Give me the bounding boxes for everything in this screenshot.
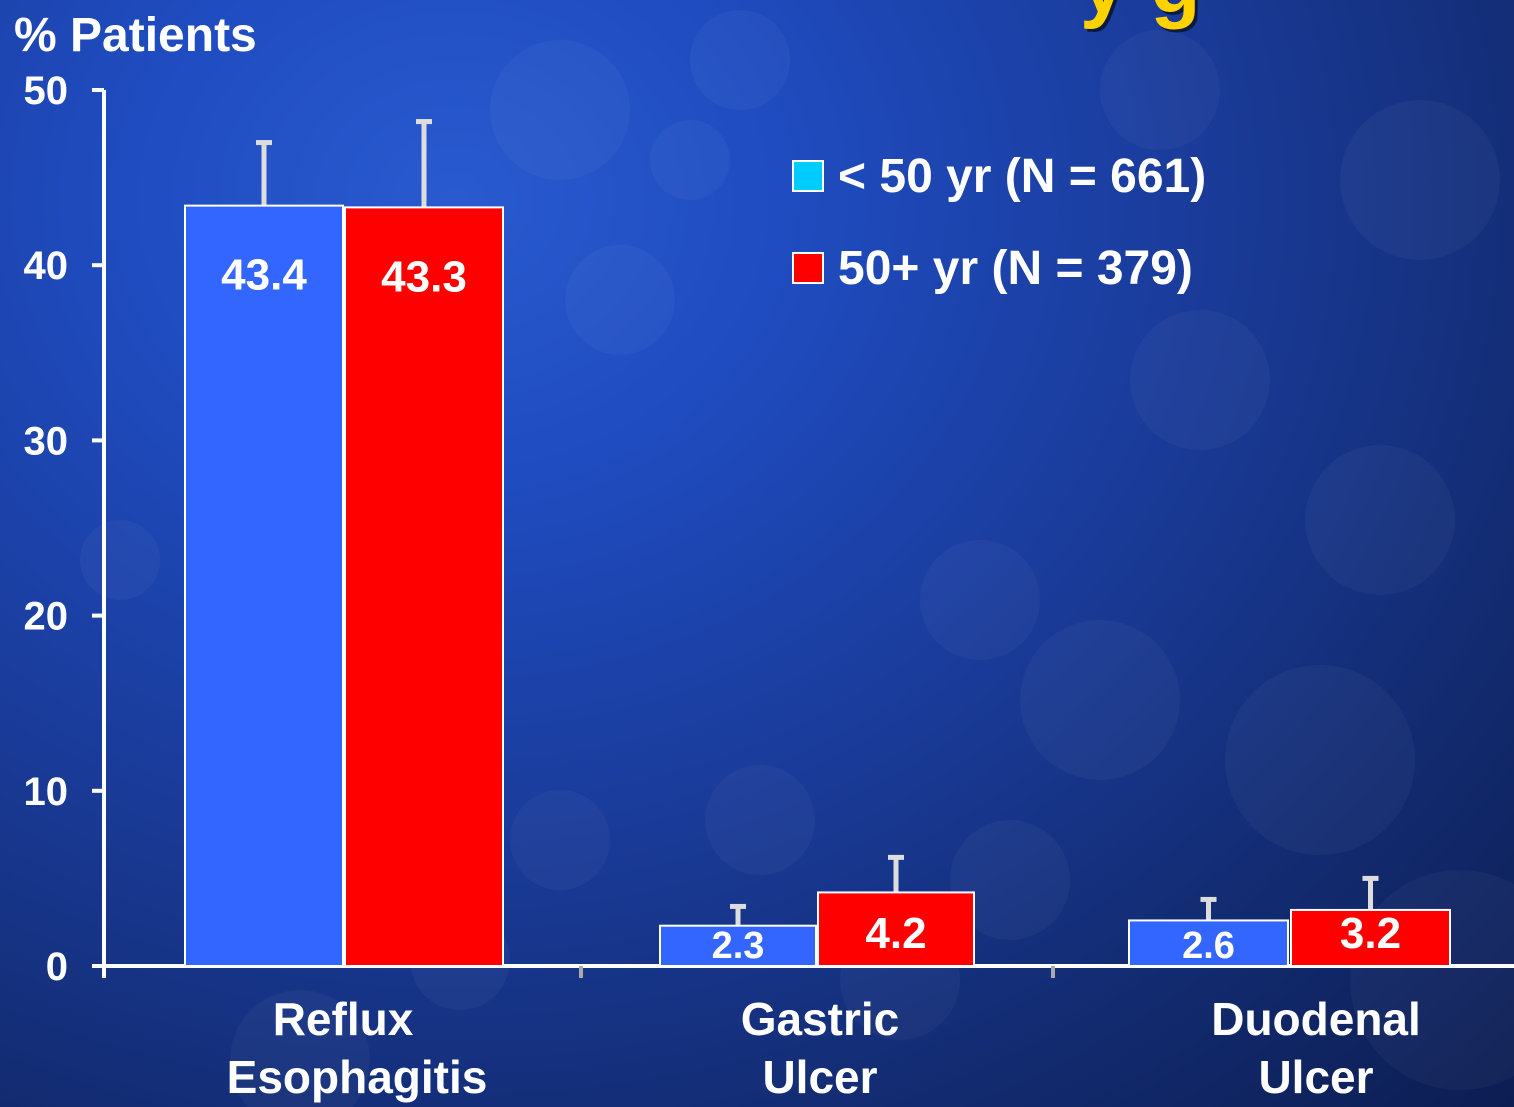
category-label: Esophagitis (227, 1051, 488, 1103)
legend-label-under-50: < 50 yr (N = 661) (838, 149, 1207, 203)
category-label: Duodenal (1211, 993, 1421, 1045)
bar-value-label: 2.6 (1182, 925, 1235, 967)
bar-value-label: 2.3 (712, 925, 765, 967)
bar-value-label: 4.2 (865, 909, 926, 958)
y-tick-label: 40 (24, 244, 69, 288)
bar-value-label: 3.2 (1340, 909, 1401, 958)
y-tick-label: 50 (24, 69, 69, 113)
bar-50-plus (1290, 908, 1451, 967)
category-label: Ulcer (1258, 1051, 1373, 1103)
bar-value-label: 43.3 (381, 252, 467, 301)
legend-item-50-plus: 50+ yr (N = 379) (792, 222, 1206, 314)
bar-50-plus (344, 206, 504, 968)
y-tick-label: 0 (46, 945, 68, 989)
bar-under-50 (1128, 919, 1289, 967)
legend-swatch-50-plus (792, 252, 824, 284)
legend-label-50-plus: 50+ yr (N = 379) (838, 241, 1193, 295)
y-tick-label: 30 (24, 419, 69, 463)
legend-item-under-50: < 50 yr (N = 661) (792, 130, 1206, 222)
bar-under-50 (184, 204, 344, 967)
bar-value-label: 43.4 (221, 251, 307, 300)
legend: < 50 yr (N = 661) 50+ yr (N = 379) (792, 130, 1206, 314)
y-tick-label: 20 (24, 595, 69, 639)
legend-swatch-under-50 (792, 160, 824, 192)
category-label: Gastric (741, 993, 900, 1045)
category-label: Ulcer (762, 1051, 877, 1103)
y-axis-label: % Patients (14, 9, 257, 62)
title-fragment: y g (1080, 0, 1201, 32)
y-tick-label: 10 (24, 770, 69, 814)
bar-50-plus (817, 891, 975, 968)
category-label: Reflux (273, 993, 414, 1045)
bar-under-50 (659, 924, 817, 967)
